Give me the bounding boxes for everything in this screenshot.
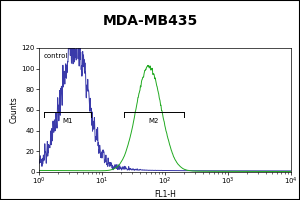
- Text: control: control: [44, 53, 68, 59]
- Text: MDA-MB435: MDA-MB435: [102, 14, 198, 28]
- X-axis label: FL1-H: FL1-H: [154, 190, 176, 199]
- Y-axis label: Counts: Counts: [10, 97, 19, 123]
- Text: M2: M2: [149, 118, 159, 124]
- Text: M1: M1: [62, 118, 73, 124]
